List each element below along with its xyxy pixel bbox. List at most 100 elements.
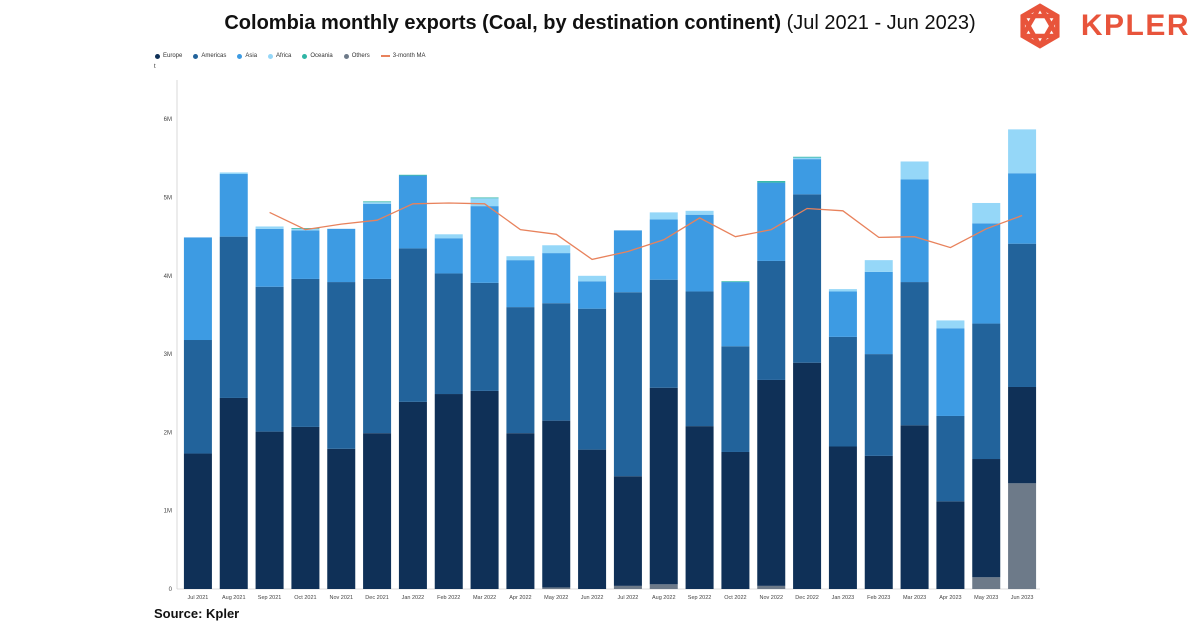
- legend-label: Americas: [201, 53, 227, 59]
- bar-europe: [219, 397, 248, 589]
- bar-africa: [1008, 129, 1037, 174]
- x-tick-label: May 2022: [544, 595, 568, 601]
- chart-title: Colombia monthly exports (Coal, by desti…: [0, 12, 1200, 35]
- bar-others: [972, 577, 1001, 589]
- legend-item-3-month-ma: 3-month MA: [380, 53, 426, 59]
- x-tick-label: Oct 2022: [724, 595, 746, 601]
- bar-asia: [434, 238, 463, 274]
- bar-asia: [506, 260, 535, 308]
- bar-africa: [470, 198, 499, 207]
- bar-americas: [936, 415, 965, 502]
- legend-swatch: [193, 53, 199, 59]
- bar-americas: [363, 278, 392, 434]
- legend-label: Africa: [276, 53, 292, 59]
- y-tick-label: 3M: [164, 352, 172, 358]
- bar-asia: [613, 230, 642, 293]
- x-tick-label: May 2023: [974, 595, 998, 601]
- bar-europe: [828, 446, 857, 589]
- x-tick-label: Sep 2021: [258, 595, 282, 601]
- bar-others: [1008, 483, 1037, 589]
- bar-europe: [864, 455, 893, 589]
- bar-africa: [900, 161, 929, 180]
- bar-americas: [327, 282, 356, 449]
- legend-label: Asia: [245, 53, 258, 59]
- x-tick-label: Mar 2022: [473, 595, 496, 601]
- bar-americas: [506, 307, 535, 434]
- x-tick-label: Mar 2023: [903, 595, 926, 601]
- legend-label: 3-month MA: [392, 53, 426, 59]
- bar-africa: [578, 275, 607, 282]
- x-tick-label: Sep 2022: [688, 595, 712, 601]
- bar-asia: [327, 228, 356, 283]
- bar-americas: [900, 282, 929, 426]
- x-tick-label: Jul 2021: [188, 595, 209, 601]
- bar-africa: [864, 260, 893, 272]
- bar-oceania: [793, 156, 822, 158]
- bar-europe: [183, 453, 212, 589]
- bar-americas: [291, 278, 320, 427]
- bar-europe: [972, 459, 1001, 578]
- legend-label: Oceania: [310, 53, 333, 59]
- bar-europe: [900, 425, 929, 589]
- bar-americas: [398, 248, 427, 402]
- x-tick-label: Nov 2022: [759, 595, 783, 601]
- chart-legend: Europe Americas Asia Africa Oceania Others 3-m…: [155, 53, 436, 59]
- bar-africa: [542, 245, 571, 254]
- bar-europe: [542, 420, 571, 588]
- bar-africa: [363, 202, 392, 204]
- bar-europe: [613, 476, 642, 586]
- legend-swatch: [237, 53, 243, 59]
- bar-americas: [864, 354, 893, 456]
- y-tick-label: 6M: [164, 117, 172, 123]
- bar-europe: [649, 387, 678, 585]
- bar-americas: [793, 194, 822, 363]
- x-tick-label: Oct 2021: [294, 595, 316, 601]
- bar-americas: [578, 308, 607, 450]
- y-tick-label: 4M: [164, 274, 172, 280]
- bar-oceania: [363, 201, 392, 203]
- bar-asia: [685, 214, 714, 292]
- bar-africa: [685, 210, 714, 215]
- bar-asia: [793, 159, 822, 195]
- bar-americas: [721, 346, 750, 452]
- x-tick-label: Aug 2022: [652, 595, 676, 601]
- legend-swatch: [155, 53, 160, 59]
- moving-average-line: [269, 202, 1023, 261]
- bar-americas: [542, 303, 571, 421]
- bar-asia: [936, 328, 965, 416]
- bar-asia: [470, 206, 499, 283]
- bar-europe: [434, 394, 463, 589]
- bar-asia: [578, 281, 607, 309]
- legend-swatch: [343, 53, 349, 59]
- y-tick-label: 0: [169, 587, 173, 593]
- bar-others: [649, 584, 678, 589]
- legend-item-europe: Europe: [155, 53, 182, 59]
- bar-asia: [864, 271, 893, 355]
- source-note: Source: Kpler: [154, 606, 240, 621]
- bar-americas: [1008, 243, 1037, 387]
- bar-asia: [398, 175, 427, 249]
- bar-europe: [506, 433, 535, 589]
- bar-oceania: [757, 181, 786, 183]
- bar-asia: [972, 223, 1001, 324]
- bar-asia: [900, 179, 929, 283]
- bar-europe: [291, 426, 320, 589]
- title-main: Colombia monthly exports (Coal, by desti…: [224, 12, 782, 34]
- bar-africa: [506, 256, 535, 261]
- bar-americas: [613, 292, 642, 477]
- legend-item-americas: Americas: [193, 53, 226, 59]
- y-tick-label: 5M: [164, 196, 172, 202]
- bar-europe: [793, 362, 822, 589]
- bar-others: [542, 587, 571, 589]
- bar-oceania: [291, 228, 320, 229]
- legend-swatch: [380, 55, 390, 57]
- kpler-logo-icon: [1020, 3, 1060, 49]
- bar-americas: [972, 323, 1001, 460]
- legend-label: Others: [351, 53, 370, 59]
- x-tick-label: Jun 2023: [1011, 595, 1034, 601]
- bar-africa: [219, 172, 248, 175]
- y-tick-label: 1M: [164, 509, 172, 515]
- x-tick-label: Nov 2021: [329, 595, 353, 601]
- bar-americas: [685, 291, 714, 427]
- bar-asia: [828, 291, 857, 337]
